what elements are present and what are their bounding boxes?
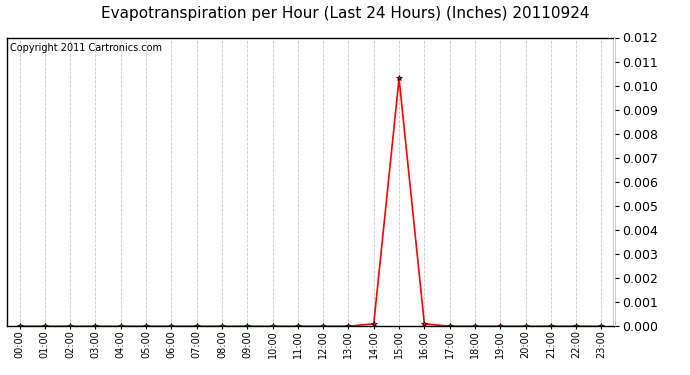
Text: Evapotranspiration per Hour (Last 24 Hours) (Inches) 20110924: Evapotranspiration per Hour (Last 24 Hou…	[101, 6, 589, 21]
Text: Copyright 2011 Cartronics.com: Copyright 2011 Cartronics.com	[10, 43, 162, 53]
